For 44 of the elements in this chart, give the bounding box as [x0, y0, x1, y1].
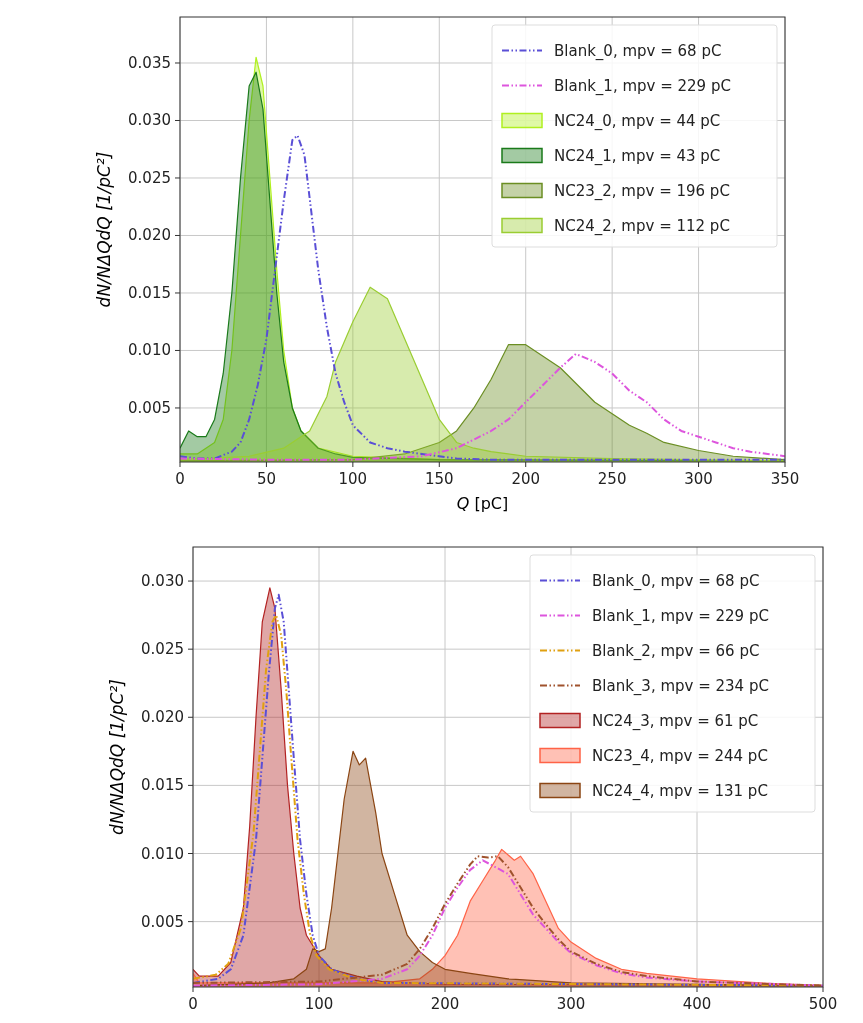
line-series	[180, 134, 785, 461]
y-tick-label: 0.005	[128, 398, 171, 417]
legend-label: NC24_3, mpv = 61 pC	[592, 711, 759, 731]
legend-label: Blank_1, mpv = 229 pC	[554, 76, 731, 96]
legend-label: NC24_0, mpv = 44 pC	[554, 111, 721, 131]
legend-label: NC24_1, mpv = 43 pC	[554, 146, 721, 166]
x-tick-label: 500	[808, 995, 838, 1013]
y-tick-label: 0.030	[141, 572, 184, 591]
legend-label: NC23_2, mpv = 196 pC	[554, 181, 730, 201]
y-tick-label: 0.010	[141, 844, 184, 863]
x-tick-label: 400	[682, 995, 712, 1013]
x-tick-label: 100	[304, 995, 334, 1013]
x-tick-label: 150	[424, 470, 454, 488]
legend-label: Blank_2, mpv = 66 pC	[592, 641, 760, 661]
x-axis-title: Q [pC]	[456, 494, 509, 513]
y-tick-label: 0.025	[128, 168, 171, 187]
y-tick-label: 0.020	[141, 708, 184, 727]
y-tick-label: 0.005	[141, 912, 184, 931]
legend-label: NC24_2, mpv = 112 pC	[554, 216, 730, 236]
legend-label: NC24_4, mpv = 131 pC	[592, 781, 768, 801]
y-tick-label: 0.025	[141, 640, 184, 659]
y-tick-label: 0.010	[128, 341, 171, 360]
x-tick-label: 300	[684, 470, 713, 488]
y-tick-label: 0.015	[128, 283, 171, 302]
legend-label: NC23_4, mpv = 244 pC	[592, 746, 768, 766]
x-tick-label: 250	[597, 470, 627, 488]
x-tick-label: 50	[256, 470, 276, 488]
x-tick-label: 0	[175, 470, 185, 488]
y-axis-title: dN/NΔQdQ [1/pC²]	[94, 151, 114, 308]
x-tick-label: 200	[511, 470, 541, 488]
y-tick-label: 0.035	[128, 53, 171, 72]
legend-label: Blank_0, mpv = 68 pC	[592, 571, 760, 591]
legend-label: Blank_3, mpv = 234 pC	[592, 676, 769, 696]
y-tick-label: 0.015	[141, 776, 184, 795]
y-axis-title: dN/NΔQdQ [1/pC²]	[107, 679, 127, 835]
x-tick-label: 200	[430, 995, 460, 1013]
x-tick-label: 300	[556, 995, 586, 1013]
x-tick-label: 0	[188, 995, 198, 1013]
x-tick-label: 350	[770, 470, 800, 488]
y-tick-label: 0.030	[128, 111, 171, 130]
x-tick-label: 100	[338, 470, 368, 488]
y-tick-label: 0.020	[128, 226, 171, 245]
legend-label: Blank_1, mpv = 229 pC	[592, 606, 769, 626]
legend-label: Blank_0, mpv = 68 pC	[554, 41, 722, 61]
